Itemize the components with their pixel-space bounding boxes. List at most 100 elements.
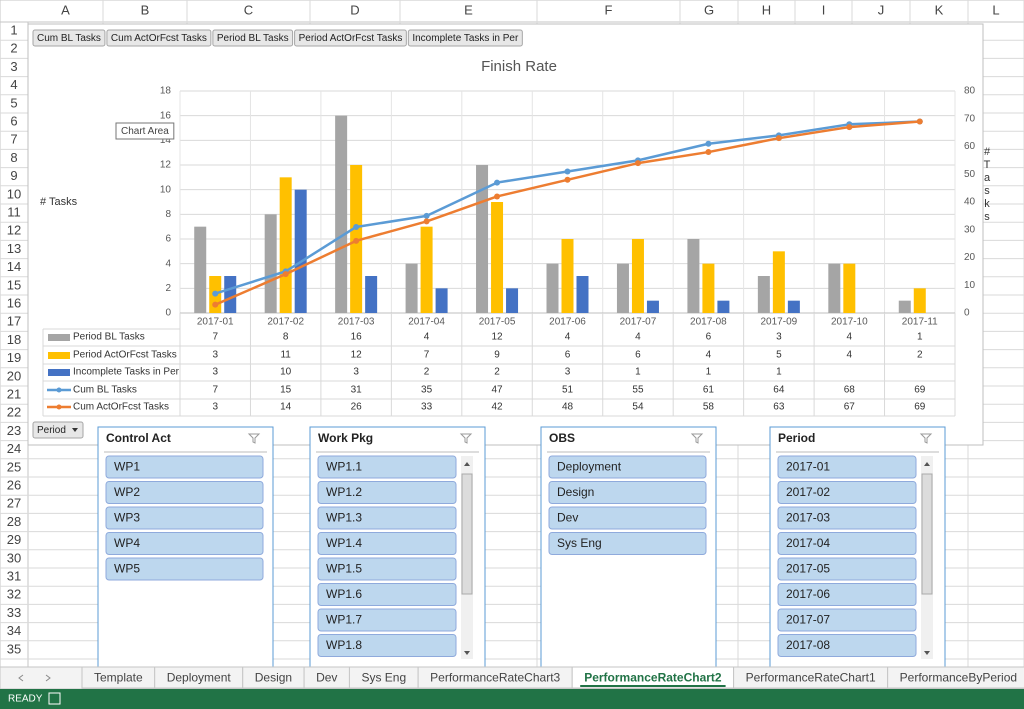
field-button-label[interactable]: Period BL Tasks: [217, 33, 289, 44]
clear-filter-icon[interactable]: [919, 433, 933, 444]
field-button[interactable]: [106, 29, 212, 47]
slicer-item-label[interactable]: WP1.8: [326, 638, 362, 652]
slicer-item[interactable]: [777, 455, 917, 479]
slicer-item-label[interactable]: Design: [557, 485, 594, 499]
field-button[interactable]: [212, 29, 294, 47]
slicer-item-label[interactable]: WP1.1: [326, 460, 362, 474]
row-header: 4: [10, 77, 17, 92]
legend-swatch: [56, 404, 62, 410]
slicer-item[interactable]: [105, 557, 264, 581]
scrollbar-thumb[interactable]: [921, 473, 933, 595]
sheet-tab-label[interactable]: Template: [94, 671, 143, 685]
slicer-item[interactable]: [317, 532, 457, 555]
slicer-item-label[interactable]: WP2: [114, 485, 140, 499]
slicer-item-label[interactable]: WP3: [114, 511, 140, 525]
slicer-item[interactable]: [317, 608, 457, 632]
slicer-item[interactable]: [317, 634, 457, 657]
slicer-item[interactable]: [105, 481, 264, 504]
field-button-label[interactable]: Cum ActOrFcst Tasks: [111, 33, 207, 44]
slicer-item[interactable]: [777, 532, 917, 555]
slicer-item[interactable]: [548, 506, 707, 530]
slicer-item[interactable]: [777, 608, 917, 632]
data-table-value: 64: [773, 385, 785, 396]
row-header: 22: [7, 405, 21, 420]
slicer-item[interactable]: [317, 481, 457, 504]
sheet-tab-label[interactable]: Design: [255, 671, 292, 685]
sheet-tab-label[interactable]: Sys Eng: [361, 671, 406, 685]
scroll-up[interactable]: [464, 462, 470, 466]
slicer-item-label[interactable]: 2017-08: [786, 638, 830, 652]
row-header: 26: [7, 478, 21, 493]
filter-button-label[interactable]: Period: [37, 425, 66, 436]
slicer-item-label[interactable]: 2017-05: [786, 562, 830, 576]
slicer-item[interactable]: [105, 532, 264, 555]
sheet-tab-label[interactable]: PerformanceByPeriod: [900, 671, 1017, 685]
scroll-down[interactable]: [464, 651, 470, 655]
slicer-item[interactable]: [777, 481, 917, 504]
slicer-item-label[interactable]: WP1.7: [326, 613, 362, 627]
slicer-item-label[interactable]: WP1.3: [326, 511, 362, 525]
slicer-item[interactable]: [317, 506, 457, 530]
slicer-item-label[interactable]: Deployment: [557, 460, 622, 474]
slicer-item[interactable]: [777, 506, 917, 530]
slicer-item-label[interactable]: Sys Eng: [557, 536, 602, 550]
row-header: 7: [10, 132, 17, 147]
slicer-item[interactable]: [317, 583, 457, 606]
slicer-item-label[interactable]: 2017-04: [786, 536, 830, 550]
sheet-tab-label[interactable]: Dev: [316, 671, 337, 685]
row-header: 20: [7, 368, 21, 383]
sheet-tab-label[interactable]: PerformanceRateChart3: [430, 671, 560, 685]
field-button[interactable]: [32, 29, 106, 47]
slicer-item[interactable]: [548, 481, 707, 504]
slicer-item[interactable]: [105, 506, 264, 530]
slicer-item-label[interactable]: WP1.2: [326, 485, 362, 499]
slicer-item-label[interactable]: 2017-03: [786, 511, 830, 525]
slicer-item[interactable]: [777, 557, 917, 581]
row-header: 23: [7, 423, 21, 438]
field-button-label[interactable]: Period ActOrFcst Tasks: [299, 33, 403, 44]
scroll-up[interactable]: [924, 462, 930, 466]
x-tick-label: 2017-06: [549, 317, 586, 328]
clear-filter-icon[interactable]: [459, 433, 473, 444]
field-button-label[interactable]: Incomplete Tasks in Per: [412, 33, 519, 44]
slicer-item-label[interactable]: 2017-06: [786, 587, 830, 601]
field-button-label[interactable]: Cum BL Tasks: [37, 33, 101, 44]
sheet-tab-label[interactable]: Deployment: [167, 671, 232, 685]
bar: [772, 251, 785, 313]
slicer-item-label[interactable]: 2017-02: [786, 485, 830, 499]
slicer-item[interactable]: [548, 455, 707, 479]
slicer-item[interactable]: [105, 455, 264, 479]
sheet-tab-label[interactable]: PerformanceRateChart1: [746, 671, 876, 685]
slicer-item[interactable]: [317, 557, 457, 581]
filter-button[interactable]: [32, 421, 84, 439]
data-table-value: 67: [844, 402, 856, 413]
slicer-item-label[interactable]: Dev: [557, 511, 578, 525]
data-table-value: 69: [914, 402, 926, 413]
slicer-item[interactable]: [777, 634, 917, 657]
slicer-item[interactable]: [777, 583, 917, 606]
scroll-down[interactable]: [924, 651, 930, 655]
slicer-item-label[interactable]: WP5: [114, 562, 140, 576]
field-button[interactable]: [407, 29, 523, 47]
data-table-value: 1: [635, 367, 641, 378]
filter-arrow[interactable]: [72, 428, 78, 432]
slicer-item-label[interactable]: WP1: [114, 460, 140, 474]
slicer-item-label[interactable]: WP1.6: [326, 587, 362, 601]
slicer-item-label[interactable]: 2017-07: [786, 613, 830, 627]
scrollbar-thumb[interactable]: [461, 473, 473, 595]
tab-scroll-right[interactable]: [45, 674, 51, 682]
slicer-item-label[interactable]: WP1.4: [326, 536, 362, 550]
sheet-tab[interactable]: [887, 666, 1024, 689]
clear-filter-icon[interactable]: [247, 433, 261, 444]
slicer-item[interactable]: [317, 455, 457, 479]
tab-scroll-left[interactable]: [18, 674, 24, 682]
clear-filter-icon[interactable]: [690, 433, 704, 444]
legend-entry: Incomplete Tasks in Per: [73, 367, 180, 378]
field-button[interactable]: [294, 29, 407, 47]
slicer-item-label[interactable]: WP4: [114, 536, 140, 550]
slicer-item[interactable]: [548, 532, 707, 555]
slicer-item-label[interactable]: 2017-01: [786, 460, 830, 474]
slicer-item-label[interactable]: WP1.5: [326, 562, 362, 576]
y2-tick-label: 40: [964, 197, 976, 208]
sheet-tab-label[interactable]: PerformanceRateChart2: [584, 671, 722, 685]
